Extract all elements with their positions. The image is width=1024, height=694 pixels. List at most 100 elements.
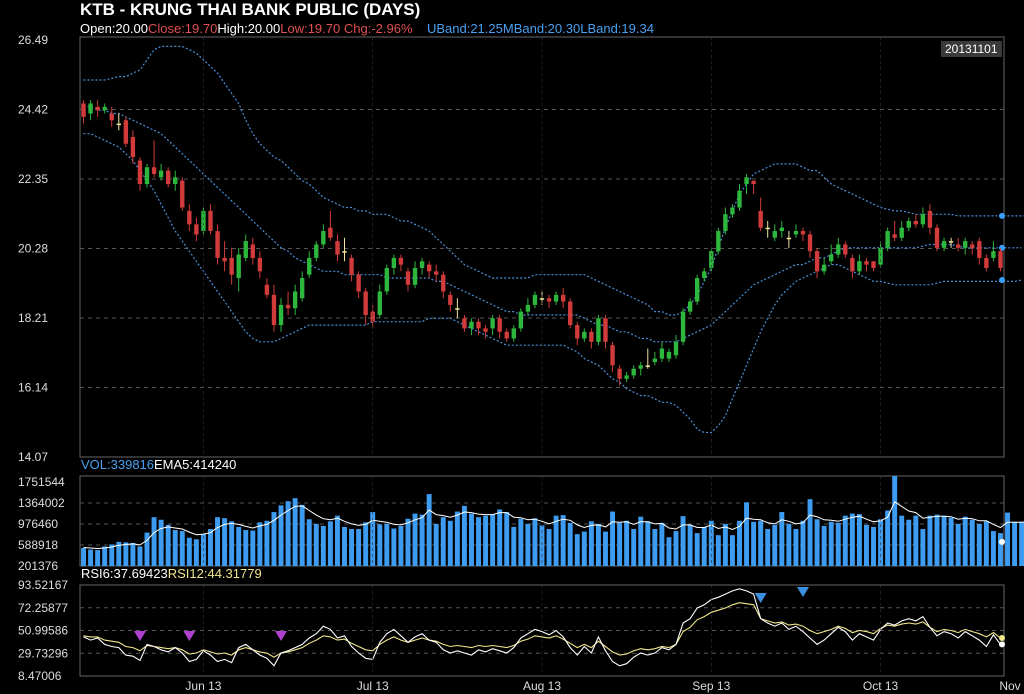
candle-body — [144, 167, 150, 185]
volume-bar — [962, 516, 968, 566]
volume-bar — [109, 544, 115, 566]
price-tick-label: 26.49 — [18, 33, 48, 47]
rsi-tick-label: 50.99586 — [18, 624, 68, 638]
volume-bar — [595, 523, 601, 566]
candle-body — [123, 120, 129, 144]
candle-body — [843, 244, 848, 255]
volume-bar — [772, 524, 778, 566]
volume-bar — [856, 514, 862, 566]
volume-bar — [849, 513, 855, 566]
candle-body — [299, 278, 305, 299]
volume-bar — [285, 501, 291, 566]
candle-body — [476, 321, 481, 329]
rsi-signal-marker — [133, 631, 146, 641]
candle-body — [920, 214, 926, 225]
volume-bar — [560, 515, 566, 566]
candle-body — [229, 257, 234, 275]
candle-body — [772, 231, 777, 238]
candle-body — [687, 301, 693, 312]
candle-body — [751, 180, 756, 185]
volume-bar — [701, 526, 707, 566]
volume-bar — [476, 517, 481, 566]
candle-body — [292, 291, 298, 309]
candle-body — [81, 103, 86, 117]
volume-bar — [186, 537, 192, 566]
volume-bar — [574, 534, 580, 566]
rsi-tick-label: 93.52167 — [18, 578, 68, 592]
close-value: Close:19.70 — [147, 21, 218, 36]
volume-bar — [151, 517, 157, 566]
volume-bar — [722, 523, 728, 566]
volume-bar — [638, 516, 644, 566]
candle-body — [955, 244, 961, 248]
volume-bar — [433, 523, 439, 566]
volume-bar — [236, 526, 242, 566]
volume-bar — [715, 535, 721, 566]
candle-body — [462, 318, 467, 329]
volume-bar — [800, 520, 806, 566]
candle-body — [793, 231, 799, 235]
candle-body — [744, 177, 749, 185]
volume-bar — [370, 512, 376, 566]
volume-tick-label: 588918 — [18, 538, 58, 552]
candle-body — [405, 271, 411, 285]
price-info-line: Open:20.00Close:19.70High:20.00Low:19.70… — [80, 21, 654, 36]
volume-bar — [969, 519, 975, 566]
volume-bar — [229, 521, 235, 566]
volume-bar — [327, 521, 333, 566]
candle-body — [934, 227, 940, 248]
candle-body — [370, 311, 375, 322]
candle-body — [201, 210, 206, 232]
volume-bar — [659, 522, 665, 566]
upper-band-end-marker — [999, 212, 1005, 219]
volume-bar — [454, 511, 460, 566]
volume-bar — [553, 515, 559, 566]
volume-bar — [871, 526, 876, 566]
candle-body — [419, 261, 425, 268]
volume-bar — [941, 515, 947, 566]
candle-body — [208, 210, 213, 232]
volume-bar — [349, 529, 355, 566]
candle-body — [165, 170, 171, 185]
volume-bar — [729, 535, 735, 566]
rsi6-value: RSI6:37.69423 — [81, 566, 168, 581]
rsi6-line — [83, 588, 1001, 667]
candle-body — [102, 106, 107, 111]
volume-bar — [694, 533, 700, 566]
volume-bar — [673, 531, 679, 566]
candle-body — [589, 331, 594, 342]
candle-body — [575, 325, 580, 339]
candle-body — [257, 257, 263, 272]
volume-bar — [102, 546, 108, 566]
candle-body — [899, 227, 904, 238]
candle-body — [391, 257, 397, 268]
candle-body — [730, 207, 735, 215]
rsi-signal-marker — [754, 593, 767, 603]
candle-body — [814, 251, 820, 272]
open-value: Open:20.00 — [80, 21, 148, 36]
volume-bar — [384, 523, 390, 566]
change-value: Chg:-2.96% — [343, 21, 413, 36]
rsi12-value: RSI12:44.31779 — [167, 566, 262, 581]
candle-body — [948, 241, 954, 243]
volume-bar — [1019, 521, 1024, 566]
candle-body — [314, 244, 319, 258]
candle-body — [180, 180, 185, 208]
volume-bar — [243, 530, 249, 566]
volume-bar — [356, 529, 362, 566]
candle-body — [716, 231, 721, 252]
price-tick-label: 16.14 — [18, 381, 48, 395]
volume-bar — [518, 518, 524, 566]
volume-bar — [483, 515, 489, 566]
candle-body — [941, 241, 947, 248]
x-tick-label: Oct 13 — [863, 679, 899, 693]
volume-bar — [116, 541, 122, 566]
upper-band-line — [83, 45, 1024, 316]
volume-value: VOL:339816 — [81, 457, 155, 472]
volume-bar — [546, 529, 552, 566]
volume-bar — [81, 548, 86, 566]
volume-bar — [842, 515, 848, 566]
candle-body — [321, 231, 326, 245]
volume-bar — [680, 516, 686, 566]
